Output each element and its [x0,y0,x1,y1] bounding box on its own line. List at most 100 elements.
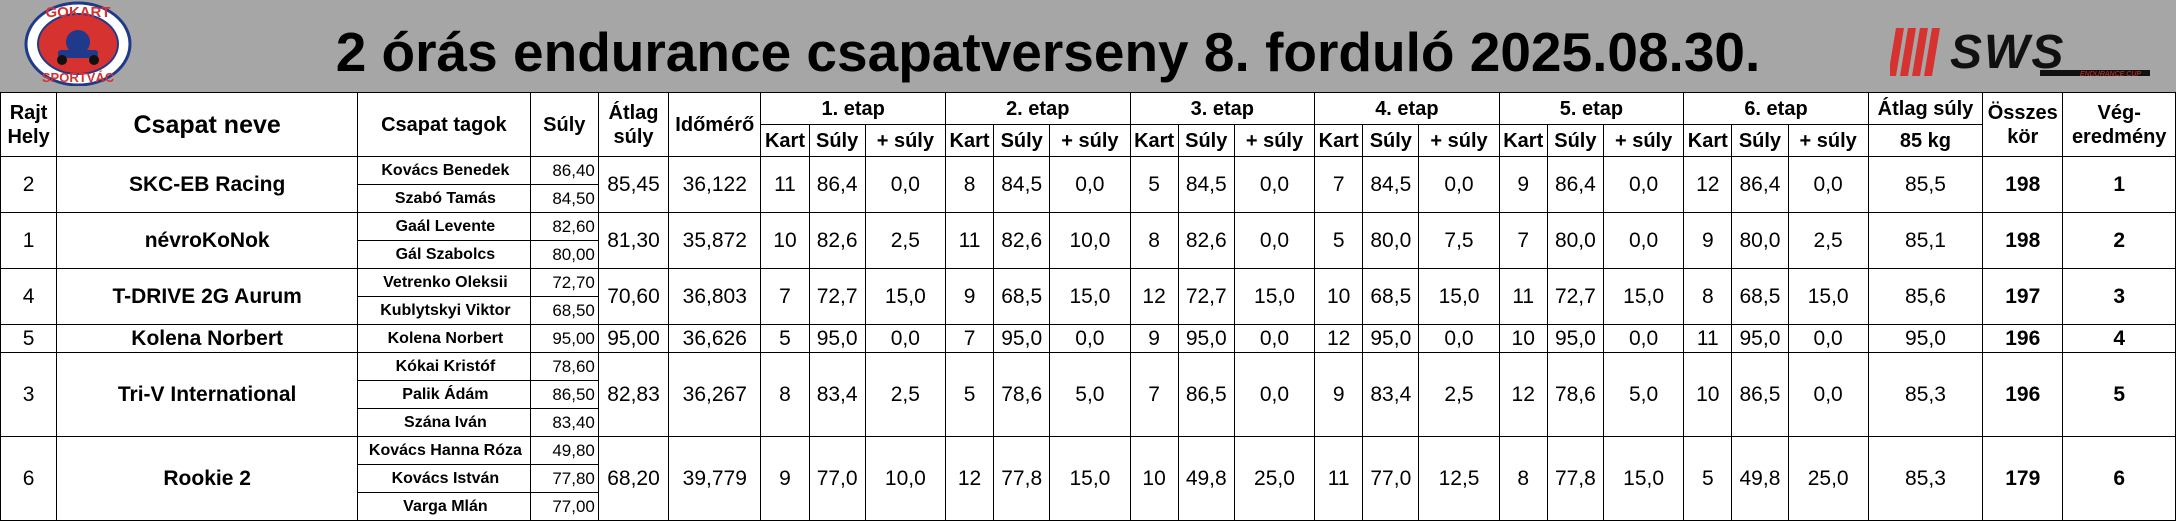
etap-2-kart: 5 [944,352,995,437]
etap-1-weight: 82,6 [808,212,866,269]
start-position: 5 [0,324,58,353]
etap-1-weight: 77,0 [808,436,866,521]
results-table: Rajt Hely Csapat neve Csapat tagok Súly Á… [0,92,2176,521]
etap-5-extra-weight: 15,0 [1602,436,1685,521]
etap-6-extra-weight: 0,0 [1787,352,1869,437]
etap-4-extra-weight: 0,0 [1418,324,1500,353]
member-weight: 72,70 [531,270,598,297]
etap-4-weight: 84,5 [1362,156,1420,213]
final-result: 6 [2062,436,2176,521]
etap-4-extra-weight: 0,0 [1418,156,1500,213]
team-name: névroKoNok [56,212,359,269]
header-etap-4-weight: Súly [1362,124,1420,157]
final-result: 4 [2062,324,2176,353]
avg-weight: 81,30 [597,212,670,269]
etap-1-kart: 7 [760,268,810,325]
etap-3-kart: 8 [1129,212,1179,269]
etap-4-weight: 68,5 [1362,268,1420,325]
member-name: Palik Ádám [358,381,530,409]
etap-3-weight: 95,0 [1177,324,1235,353]
header-etap-3-kart: Kart [1129,124,1179,157]
total-laps: 196 [1982,352,2064,437]
header-etap-5: 5. etap [1498,92,1685,125]
etap-2-extra-weight: 5,0 [1049,352,1131,437]
etap-4-extra-weight: 12,5 [1418,436,1500,521]
etap-1-extra-weight: 15,0 [864,268,946,325]
etap-2-extra-weight: 15,0 [1049,436,1131,521]
table-row: 6 Rookie 2 Kovács Hanna Róza Kovács István V… [0,436,2176,521]
header-etap-2: 2. etap [944,92,1131,125]
header-qualifying: Időmérő [668,92,762,157]
member-name: Szána Iván [404,414,487,431]
member-weight: 86,40 [531,158,598,185]
member-weights: 86,40 84,50 [529,156,599,213]
team-members: Vetrenko Oleksii Kublytskyi Viktor [357,268,531,325]
start-position: 2 [0,156,58,213]
member-weight: 95,00 [552,329,595,348]
etap-6-kart: 12 [1683,156,1733,213]
etap-1-kart: 11 [760,156,810,213]
logo-right-text: SWS [1950,26,2065,78]
etap-6-weight: 95,0 [1731,324,1789,353]
team-name: Rookie 2 [56,436,359,521]
member-weight: 78,60 [531,354,598,381]
etap-2-weight: 82,6 [993,212,1051,269]
etap-4-extra-weight: 2,5 [1418,352,1500,437]
etap-2-extra-weight: 10,0 [1049,212,1131,269]
team-members: Kolena Norbert [357,324,531,353]
etap-6-extra-weight: 15,0 [1787,268,1869,325]
etap-1-extra-weight: 0,0 [864,324,946,353]
member-name: Vetrenko Oleksii [358,270,530,297]
member-name: Gál Szabolcs [395,246,496,263]
header-rajt-hely: Rajt Hely [0,92,58,157]
etap-4-weight: 83,4 [1362,352,1420,437]
member-weight: 83,40 [552,413,595,432]
etap-6-weight: 86,5 [1731,352,1789,437]
qualifying-time: 36,122 [668,156,762,213]
etap-5-extra-weight: 15,0 [1602,268,1685,325]
etap-3-kart: 7 [1129,352,1179,437]
avg-weight: 82,83 [597,352,670,437]
etap-3-extra-weight: 15,0 [1233,268,1316,325]
team-name: Tri-V International [56,352,359,437]
member-weights: 78,60 86,50 83,40 [529,352,599,437]
header-team-name: Csapat neve [56,92,359,157]
etap-1-weight: 83,4 [808,352,866,437]
etap-4-kart: 12 [1314,324,1364,353]
etap-4-kart: 5 [1314,212,1364,269]
header-team-members: Csapat tagok [357,92,531,157]
header-etap-2-kart: Kart [944,124,995,157]
etap-1-extra-weight: 2,5 [864,212,946,269]
header-etap-5-weight: Súly [1546,124,1604,157]
team-members: Kókai Kristóf Palik Ádám Szána Iván [357,352,531,437]
total-laps: 196 [1982,324,2064,353]
header-etap-6-kart: Kart [1683,124,1733,157]
qualifying-time: 36,626 [668,324,762,353]
etap-6-extra-weight: 0,0 [1787,324,1869,353]
final-result: 1 [2062,156,2176,213]
header-etap-4-kart: Kart [1314,124,1364,157]
table-row: 1 névroKoNok Gaál Levente Gál Szabolcs 82,60… [0,212,2176,269]
etap-4-extra-weight: 7,5 [1418,212,1500,269]
etap-6-extra-weight: 25,0 [1787,436,1869,521]
etap-5-weight: 72,7 [1546,268,1604,325]
header-etap-3-extra-weight: + súly [1233,124,1316,157]
etap-1-extra-weight: 2,5 [864,352,946,437]
header-weight: Súly [529,92,599,157]
qualifying-time: 36,803 [668,268,762,325]
etap-4-kart: 11 [1314,436,1364,521]
team-name: SKC-EB Racing [56,156,359,213]
start-position: 3 [0,352,58,437]
avg-weight: 85,45 [597,156,670,213]
final-result: 2 [2062,212,2176,269]
etap-5-kart: 12 [1498,352,1548,437]
member-name: Kókai Kristóf [358,354,530,381]
etap-4-weight: 77,0 [1362,436,1420,521]
table-row: 3 Tri-V International Kókai Kristóf Palik Á… [0,352,2176,437]
header-etap-2-extra-weight: + súly [1049,124,1131,157]
etap-5-extra-weight: 0,0 [1602,156,1685,213]
header-etap-5-kart: Kart [1498,124,1548,157]
etap-6-kart: 5 [1683,436,1733,521]
etap-3-extra-weight: 0,0 [1233,212,1316,269]
member-weights: 95,00 [529,324,599,353]
